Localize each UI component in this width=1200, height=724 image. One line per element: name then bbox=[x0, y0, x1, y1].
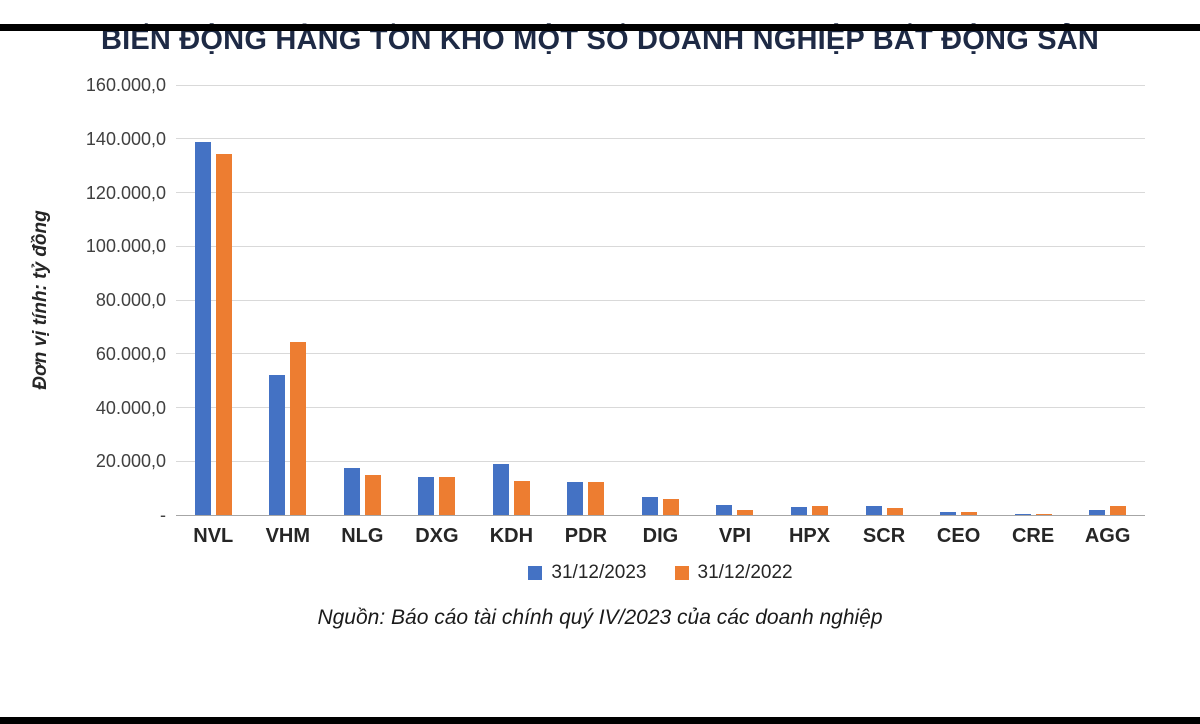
bar-VHM-31-12-2022 bbox=[290, 341, 307, 515]
bar-VPI-31-12-2023 bbox=[716, 505, 733, 515]
legend-swatch bbox=[674, 566, 689, 580]
bar-CEO-31-12-2023 bbox=[940, 511, 957, 515]
gridline bbox=[176, 138, 1145, 140]
bar-CEO-31-12-2022 bbox=[961, 512, 978, 515]
bar-KDH-31-12-2022 bbox=[513, 481, 530, 515]
bar-group bbox=[623, 85, 698, 515]
x-tick-label: PDR bbox=[564, 525, 608, 547]
x-tick-label: VPI bbox=[718, 525, 752, 547]
x-tick-label: DIG bbox=[642, 525, 679, 547]
y-axis-title-text: Đơn vị tính: tỷ đồng bbox=[30, 210, 52, 390]
bar-group bbox=[772, 85, 847, 515]
bar-DIG-31-12-2022 bbox=[662, 499, 679, 515]
top-border bbox=[0, 24, 1200, 31]
bar-group bbox=[921, 85, 996, 515]
bar-PDR-31-12-2022 bbox=[588, 481, 605, 515]
bar-AGG-31-12-2022 bbox=[1110, 506, 1127, 515]
x-tick-label: AGG bbox=[1084, 525, 1131, 547]
y-tick-label: 100.000,0 bbox=[85, 236, 166, 257]
bar-group bbox=[996, 85, 1071, 515]
y-tick-label: 120.000,0 bbox=[85, 182, 166, 203]
bar-group bbox=[176, 85, 251, 515]
plot-column: NVL VHM NLG DXG KDH PDR DIG VPI HPX SCR CEO CRE AGG … bbox=[176, 84, 1145, 584]
bar-groups bbox=[176, 85, 1145, 515]
bottom-border bbox=[0, 717, 1200, 724]
gridline bbox=[176, 353, 1145, 355]
gridline bbox=[176, 245, 1145, 247]
gridline bbox=[176, 299, 1145, 301]
x-tick-label: VHM bbox=[265, 525, 311, 547]
source-note: Nguồn: Báo cáo tài chính quý IV/2023 của… bbox=[317, 606, 883, 629]
bar-DXG-31-12-2022 bbox=[439, 476, 456, 515]
y-tick-label: 60.000,0 bbox=[95, 343, 166, 364]
x-axis-line bbox=[176, 514, 1145, 516]
bar-VHM-31-12-2023 bbox=[269, 374, 286, 515]
legend-label: 31/12/2023 bbox=[551, 562, 647, 583]
bar-NVL-31-12-2022 bbox=[215, 153, 232, 515]
bar-AGG-31-12-2023 bbox=[1089, 510, 1106, 515]
x-tick-label: HPX bbox=[788, 525, 831, 547]
y-tick-label: 80.000,0 bbox=[95, 290, 166, 310]
bar-NVL-31-12-2023 bbox=[194, 141, 211, 515]
bar-DXG-31-12-2023 bbox=[418, 477, 435, 515]
plot-area bbox=[176, 84, 1145, 516]
y-axis-labels: - 20.000,0 40.000,0 60.000,0 80.000,0 100.000… bbox=[64, 76, 176, 524]
x-tick-label: CEO bbox=[936, 525, 981, 547]
bar-NLG-31-12-2022 bbox=[364, 475, 381, 515]
bar-NLG-31-12-2023 bbox=[343, 468, 360, 515]
bar-VPI-31-12-2022 bbox=[737, 510, 754, 515]
bar-group bbox=[549, 85, 624, 515]
bar-CRE-31-12-2023 bbox=[1014, 514, 1031, 515]
y-tick-label: - bbox=[160, 505, 166, 525]
y-tick-label: 20.000,0 bbox=[95, 451, 166, 472]
gridline bbox=[176, 192, 1145, 193]
chart-area: Đơn vị tính: tỷ đồng - 20.000,0 40.000,0 60… bbox=[0, 76, 1200, 584]
bar-group bbox=[251, 85, 326, 515]
gridline bbox=[176, 84, 1145, 86]
x-tick-label: NVL bbox=[193, 525, 234, 547]
bar-CRE-31-12-2022 bbox=[1035, 514, 1052, 515]
bar-SCR-31-12-2023 bbox=[865, 505, 882, 515]
legend-item: 31/12/2023 bbox=[528, 562, 647, 584]
x-tick-label: KDH bbox=[489, 525, 534, 547]
bar-KDH-31-12-2023 bbox=[492, 464, 509, 515]
bar-HPX-31-12-2022 bbox=[812, 505, 829, 515]
bar-group bbox=[325, 85, 400, 515]
bar-PDR-31-12-2023 bbox=[567, 482, 584, 515]
x-tick-label: CRE bbox=[1011, 525, 1055, 547]
y-axis-title: Đơn vị tính: tỷ đồng bbox=[18, 85, 64, 515]
chart-figure: BIẾN ĐỘNG HÀNG TỒN KHO MỘT SỐ DOANH NGHI… bbox=[0, 24, 1200, 724]
y-tick-label: 40.000,0 bbox=[95, 397, 166, 418]
legend: 31/12/2023 31/12/2022 bbox=[176, 562, 1145, 584]
y-tick-label: 160.000,0 bbox=[85, 75, 166, 95]
bar-group bbox=[698, 85, 773, 515]
gridline bbox=[176, 407, 1145, 408]
bar-group bbox=[1070, 85, 1145, 515]
legend-swatch bbox=[528, 566, 543, 580]
x-tick-label: DXG bbox=[415, 525, 459, 547]
x-tick-label: NLG bbox=[341, 525, 384, 547]
x-axis-labels: NVL VHM NLG DXG KDH PDR DIG VPI HPX SCR CEO CRE AGG bbox=[176, 515, 1145, 548]
y-tick-label: 140.000,0 bbox=[85, 128, 166, 149]
gridline bbox=[176, 460, 1145, 462]
legend-label: 31/12/2022 bbox=[697, 562, 793, 583]
legend-item: 31/12/2022 bbox=[674, 562, 793, 584]
bar-group bbox=[400, 85, 475, 515]
bar-group bbox=[474, 85, 549, 515]
x-tick-label: SCR bbox=[862, 525, 906, 547]
bar-DIG-31-12-2023 bbox=[641, 497, 658, 515]
bar-group bbox=[847, 85, 922, 515]
bar-SCR-31-12-2022 bbox=[886, 507, 903, 515]
bar-HPX-31-12-2023 bbox=[791, 507, 808, 515]
